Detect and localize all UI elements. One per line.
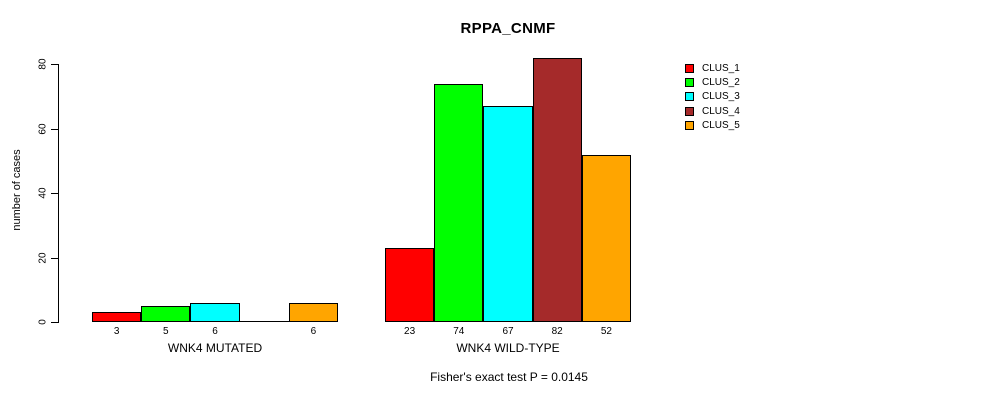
bar-CLUS_1 bbox=[385, 248, 435, 322]
legend-label: CLUS_4 bbox=[702, 105, 740, 117]
legend-label: CLUS_1 bbox=[702, 62, 740, 74]
legend-color-swatch bbox=[685, 120, 694, 130]
bar-CLUS_2 bbox=[434, 84, 484, 322]
legend-entry: CLUS_3 bbox=[685, 90, 740, 104]
bar-CLUS_2 bbox=[141, 306, 191, 322]
y-axis-tick bbox=[51, 322, 58, 323]
y-axis-line bbox=[58, 64, 59, 323]
legend-entry: CLUS_1 bbox=[685, 61, 740, 75]
legend-color-swatch bbox=[685, 63, 694, 73]
y-axis-tick-label: 60 bbox=[37, 123, 49, 135]
bar-value-label: 67 bbox=[502, 326, 514, 337]
bar-CLUS_4 bbox=[532, 58, 582, 322]
legend-entry: CLUS_2 bbox=[685, 75, 740, 89]
bar-value-label: 74 bbox=[453, 326, 465, 337]
bar-value-label: 5 bbox=[163, 326, 169, 337]
legend-color-swatch bbox=[685, 106, 694, 116]
legend-entry: CLUS_5 bbox=[685, 118, 740, 132]
bar-zero-CLUS_4 bbox=[239, 321, 289, 322]
group-label: WNK4 MUTATED bbox=[167, 341, 263, 355]
y-axis-tick bbox=[51, 193, 58, 194]
legend-label: CLUS_2 bbox=[702, 76, 740, 88]
legend-label: CLUS_3 bbox=[702, 91, 740, 103]
chart-title: RPPA_CNMF bbox=[460, 20, 556, 37]
y-axis-tick-label: 20 bbox=[37, 252, 49, 264]
bar-CLUS_3 bbox=[190, 303, 240, 322]
y-axis-tick-label: 40 bbox=[37, 187, 49, 199]
bar-CLUS_3 bbox=[483, 106, 533, 322]
bar-value-label: 3 bbox=[113, 326, 120, 337]
group-label: WNK4 WILD-TYPE bbox=[456, 341, 560, 355]
bar-CLUS_5 bbox=[288, 303, 338, 322]
pvalue-annotation: Fisher's exact test P = 0.0145 bbox=[430, 370, 588, 384]
y-axis-tick-label: 0 bbox=[37, 319, 49, 325]
y-axis-tick bbox=[51, 258, 58, 259]
y-axis-tick-label: 80 bbox=[37, 58, 49, 70]
bar-CLUS_1 bbox=[92, 312, 142, 322]
legend: CLUS_1 CLUS_2 CLUS_3 CLUS_4 CLUS_5 bbox=[685, 61, 740, 132]
legend-color-swatch bbox=[685, 92, 694, 102]
bar-value-label: 52 bbox=[600, 326, 612, 337]
legend-color-swatch bbox=[685, 77, 694, 87]
bar-CLUS_5 bbox=[581, 155, 631, 322]
bar-value-label: 82 bbox=[551, 326, 563, 337]
bar-value-label: 23 bbox=[404, 326, 416, 337]
y-axis-label: number of cases bbox=[11, 149, 23, 231]
legend-label: CLUS_5 bbox=[702, 119, 740, 131]
y-axis-tick bbox=[51, 64, 58, 65]
bar-value-label: 6 bbox=[212, 326, 218, 337]
bar-value-label: 6 bbox=[310, 326, 317, 337]
y-axis-tick bbox=[51, 129, 58, 130]
legend-entry: CLUS_4 bbox=[685, 104, 740, 118]
